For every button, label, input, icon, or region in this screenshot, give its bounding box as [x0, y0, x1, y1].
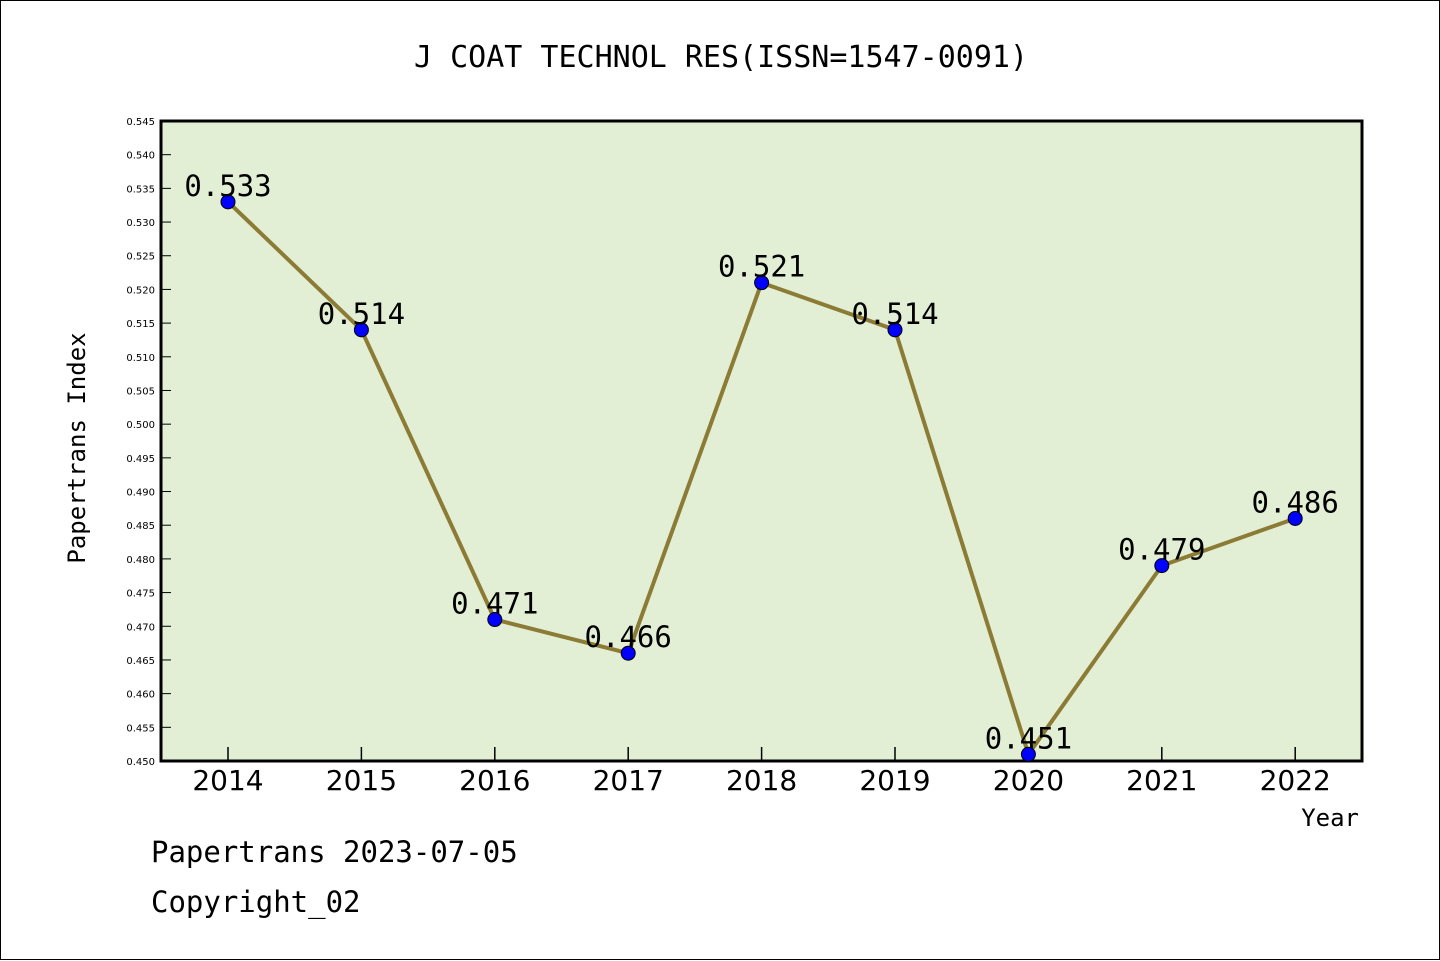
data-point-marker [754, 275, 770, 291]
y-tick-label: 0.460 [126, 690, 155, 701]
data-label: 0.486 [1252, 485, 1339, 519]
y-tick-label: 0.500 [126, 420, 155, 431]
data-point-marker [620, 645, 636, 661]
x-tick-label: 2016 [459, 764, 530, 797]
data-point-marker [1287, 510, 1303, 526]
x-tick-label: 2018 [726, 764, 797, 797]
x-tick-label: 2019 [859, 764, 930, 797]
data-label: 0.521 [718, 250, 805, 284]
data-point-marker [887, 322, 903, 338]
data-label: 0.479 [1118, 533, 1205, 567]
chart-title: J COAT TECHNOL RES(ISSN=1547-0091) [414, 40, 1028, 75]
y-tick-label: 0.535 [126, 184, 155, 195]
x-axis: 2014 2015 2016 2017 2018 2019 2020 2021 2022 [192, 747, 1331, 797]
footer-copyright: Copyright_02 [151, 885, 361, 919]
x-tick-label: 2020 [993, 764, 1064, 797]
y-tick-label: 0.540 [126, 151, 155, 162]
series-layer [220, 194, 1303, 762]
data-label-layer: 0.533 0.514 0.471 0.466 0.521 0.514 0.451 0.479… [184, 169, 1339, 755]
y-axis-title: Papertrans Index [63, 332, 91, 563]
x-axis-title: Year [1301, 804, 1359, 832]
y-tick-label: 0.465 [126, 656, 155, 667]
y-tick-label: 0.455 [126, 723, 155, 734]
y-axis: 0.450 0.455 0.460 0.465 0.470 0.475 0.480 0.485… [126, 117, 171, 768]
y-tick-label: 0.475 [126, 589, 155, 600]
data-point-marker [1154, 558, 1170, 574]
footer-date-line: Papertrans 2023-07-05 [151, 835, 518, 869]
x-tick-label: 2014 [192, 764, 263, 797]
y-tick-label: 0.490 [126, 488, 155, 499]
data-label: 0.514 [851, 297, 938, 331]
data-point-marker [353, 322, 369, 338]
data-label: 0.466 [585, 620, 672, 654]
y-tick-label: 0.485 [126, 521, 155, 532]
y-tick-label: 0.525 [126, 252, 155, 263]
y-tick-label: 0.495 [126, 454, 155, 465]
data-label: 0.451 [985, 721, 1072, 755]
y-tick-label: 0.450 [126, 757, 155, 768]
plot-area [159, 119, 1364, 763]
y-tick-label: 0.480 [126, 555, 155, 566]
data-label: 0.514 [318, 297, 405, 331]
x-tick-label: 2015 [326, 764, 397, 797]
y-tick-label: 0.545 [126, 117, 155, 128]
data-point-marker [220, 194, 236, 210]
data-point-marker [1020, 746, 1036, 762]
x-tick-label: 2021 [1126, 764, 1197, 797]
data-point-marker [487, 612, 503, 628]
y-tick-label: 0.505 [126, 386, 155, 397]
x-tick-label: 2017 [593, 764, 664, 797]
y-tick-label: 0.515 [126, 319, 155, 330]
x-tick-label: 2022 [1260, 764, 1331, 797]
data-label: 0.471 [451, 587, 538, 621]
data-label: 0.533 [184, 169, 271, 203]
y-tick-label: 0.510 [126, 353, 155, 364]
y-tick-label: 0.530 [126, 218, 155, 229]
y-tick-label: 0.520 [126, 285, 155, 296]
y-tick-label: 0.470 [126, 622, 155, 633]
